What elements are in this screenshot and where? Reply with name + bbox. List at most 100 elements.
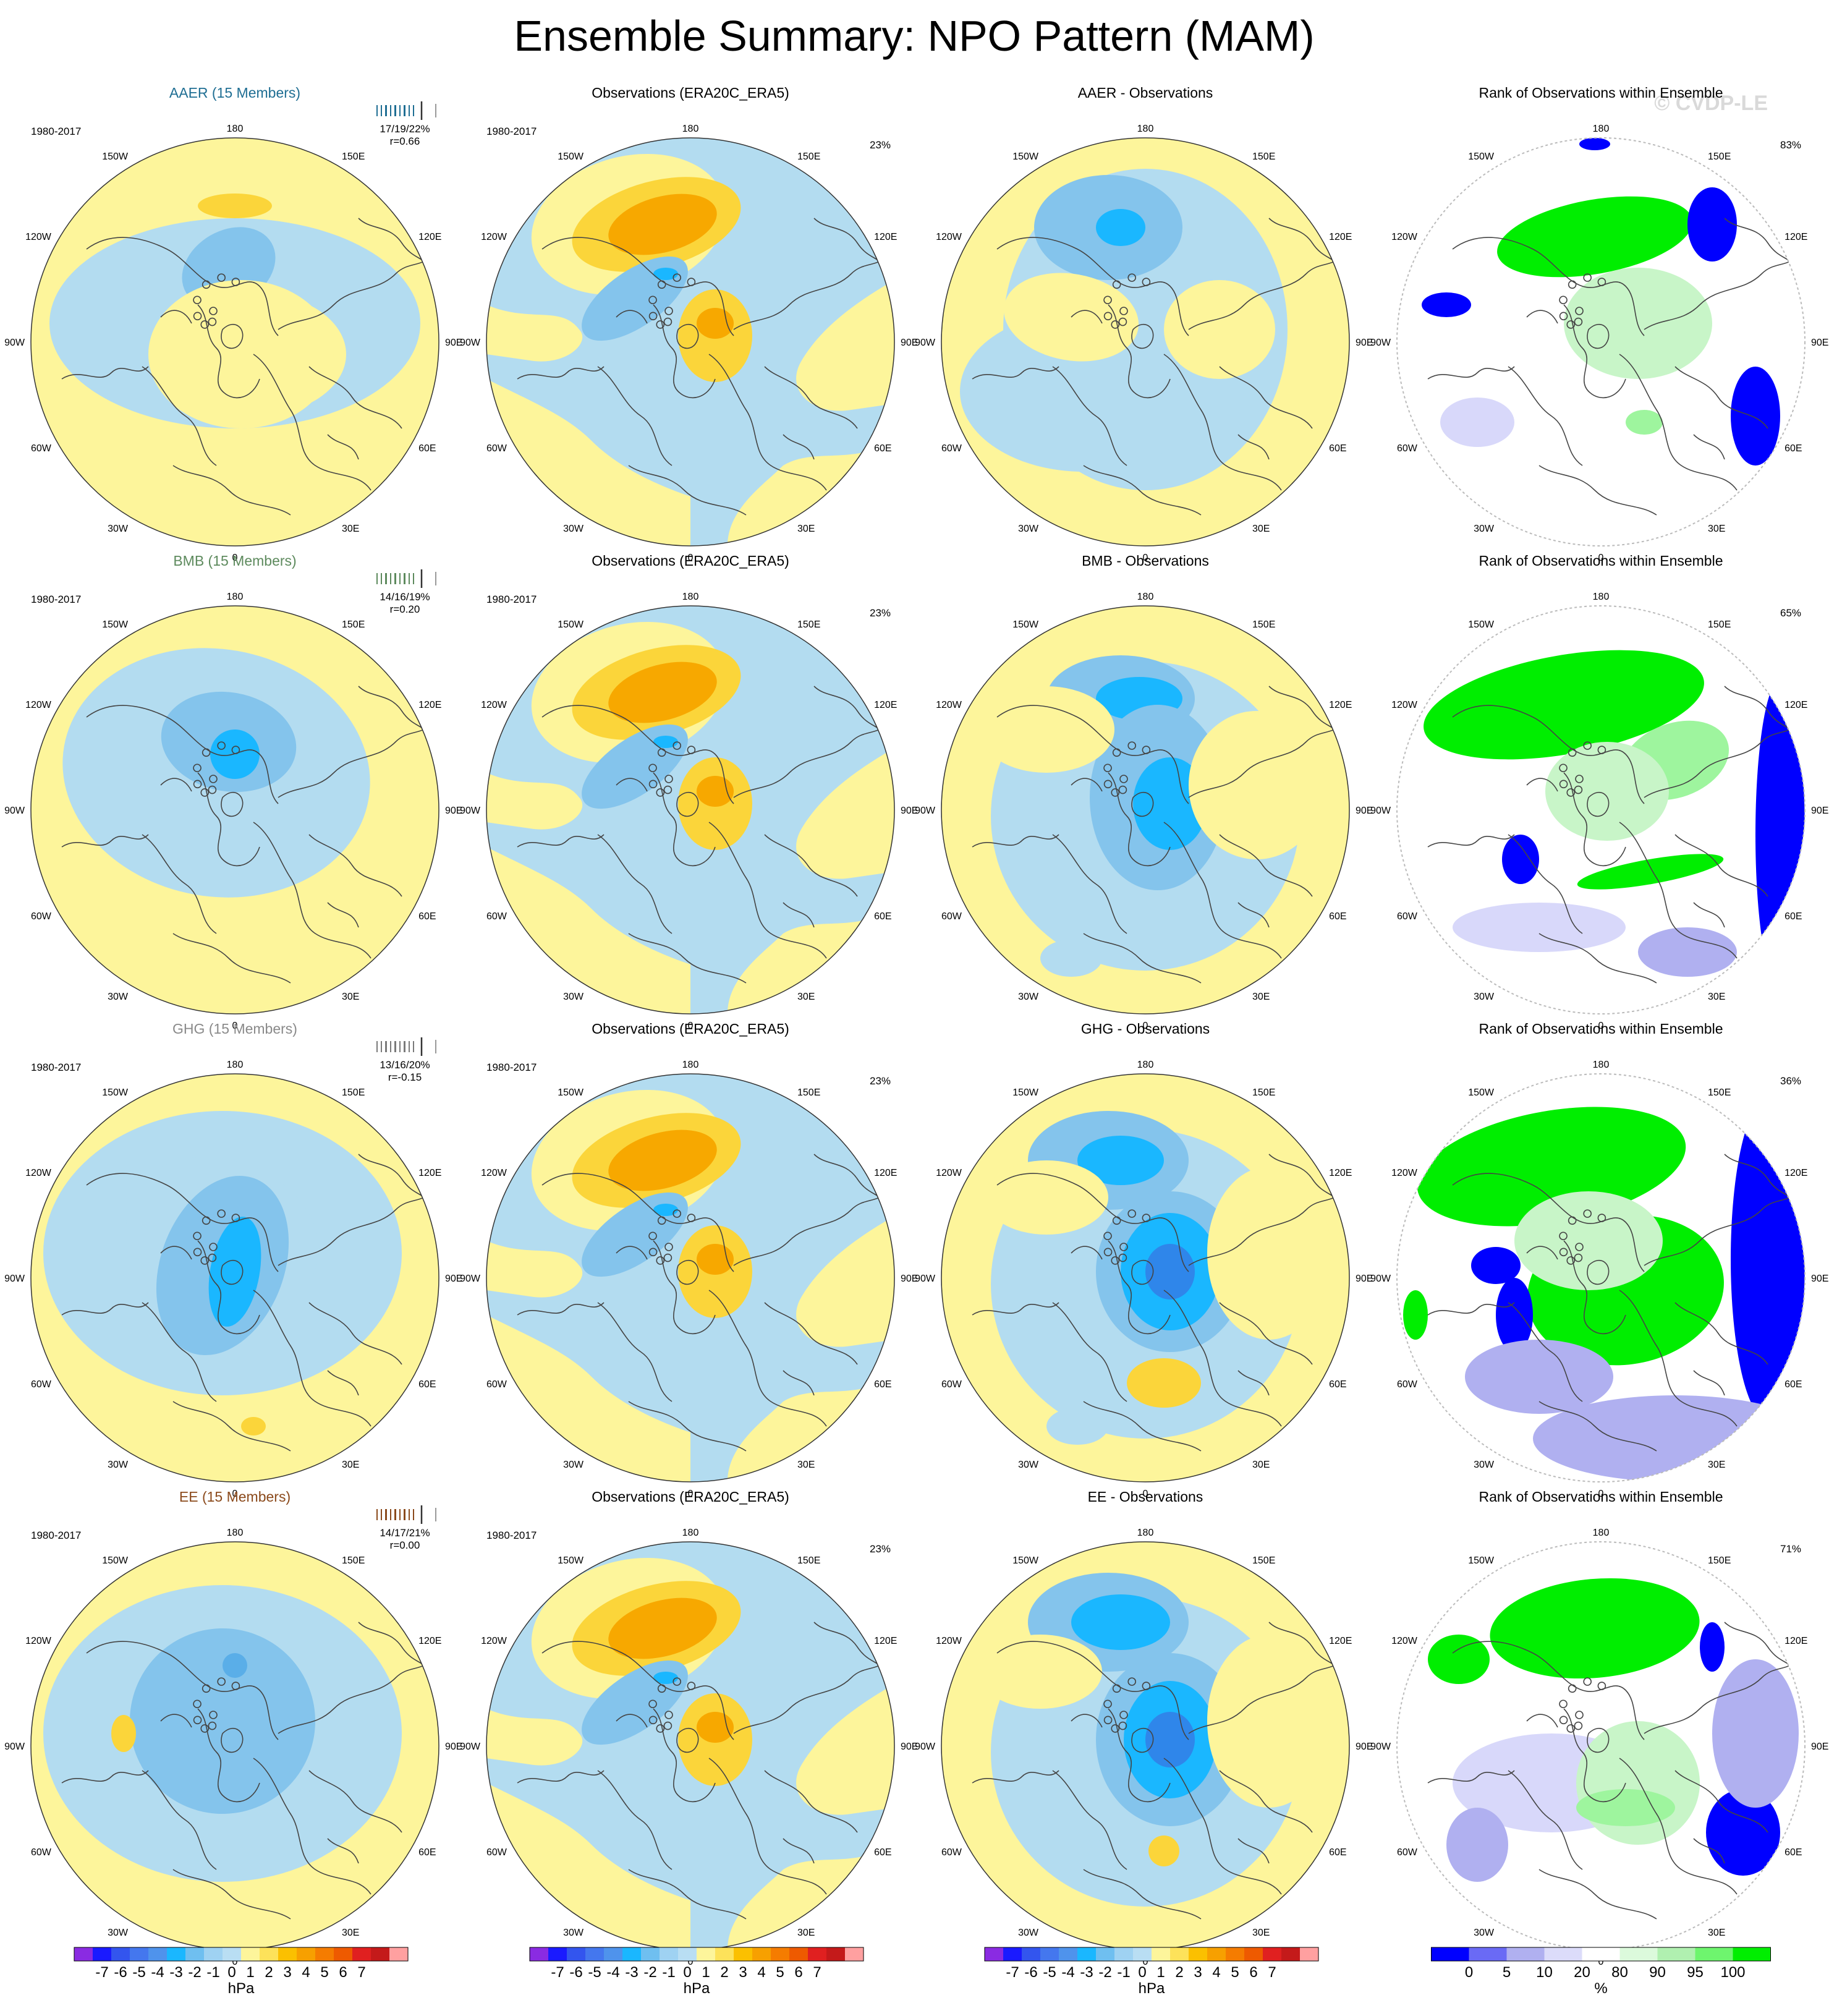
island (1559, 1716, 1568, 1725)
island (193, 763, 202, 773)
coastline (972, 834, 1059, 848)
colorbar-swatch (1189, 1947, 1207, 1961)
colorbar-swatch (548, 1947, 567, 1961)
island (1566, 1724, 1576, 1733)
correlation-label: r=0.20 (390, 603, 420, 615)
longitude-label: 60E (1329, 1379, 1346, 1390)
coastline (517, 366, 605, 380)
colorbar-swatch (845, 1947, 864, 1961)
map-boundary (30, 1073, 439, 1482)
longitude-label: 60E (1784, 443, 1802, 454)
coastline (1131, 324, 1154, 349)
coastline (1563, 304, 1626, 399)
colorbar-frame (1431, 1947, 1771, 1962)
colorbar-swatch (93, 1947, 111, 1961)
island (1568, 1216, 1577, 1225)
island (687, 746, 696, 754)
colorbar-tick-label: 5 (1231, 1964, 1239, 1981)
contour-blob (1189, 711, 1325, 859)
longitude-label: 150E (1708, 1087, 1731, 1098)
watermark: © CVDP-LE (1654, 91, 1768, 115)
colorbar-unit: % (1594, 1980, 1607, 1997)
longitude-label: 0 (1598, 1489, 1604, 1499)
island (231, 1214, 240, 1222)
longitude-label: 90W (460, 1742, 481, 1752)
longitude-label: 180 (1137, 124, 1154, 134)
contour-blob (1422, 292, 1471, 317)
colorbar-swatch (1544, 1947, 1582, 1961)
coastline (764, 1770, 858, 1833)
contour-blob (1496, 1278, 1533, 1352)
coastline (1644, 1659, 1799, 1734)
longitude-label: 120E (874, 232, 897, 242)
coastline (733, 723, 889, 798)
coastline (1587, 324, 1610, 349)
coastline (1674, 1302, 1768, 1365)
longitude-label: 60W (31, 443, 52, 454)
island (209, 775, 218, 783)
longitude-label: 90E (901, 338, 918, 348)
island (1103, 312, 1113, 321)
island (1568, 1684, 1577, 1693)
coastlines (61, 218, 433, 516)
longitude-label: 90E (1356, 338, 1373, 348)
coastline (1538, 1401, 1657, 1452)
longitude-label: 150W (1012, 1555, 1039, 1566)
coastline (61, 1770, 149, 1784)
coastline (1644, 1191, 1799, 1266)
coastline (1674, 1770, 1768, 1833)
coastlines (61, 1154, 433, 1452)
island (202, 748, 211, 757)
colorbar-swatch (297, 1947, 315, 1961)
coastline (1427, 834, 1515, 848)
longitude-label: 60E (874, 1847, 891, 1858)
longitude-label: 30W (1018, 1928, 1039, 1938)
coastline (1108, 772, 1171, 867)
coastline (221, 1728, 244, 1753)
coastline (1427, 366, 1515, 380)
island (200, 320, 210, 329)
coastline (597, 366, 673, 466)
colorbar-tick-label: 0 (1465, 1964, 1473, 1981)
contour-blob (1577, 854, 1724, 890)
longitude-label: 150E (1252, 619, 1275, 630)
colorbar-tick-label: 6 (339, 1964, 347, 1981)
coastline (676, 1260, 699, 1285)
island (656, 1256, 665, 1265)
coastline (1083, 933, 1202, 984)
longitude-label: 180 (1137, 1060, 1154, 1070)
longitude-label: 0 (1143, 553, 1148, 563)
longitude-label: 120W (25, 1168, 52, 1178)
contour-blob (1731, 1099, 1805, 1420)
longitude-label: 90E (1811, 806, 1828, 816)
contour-blob (1071, 1594, 1170, 1650)
contour-blob (960, 311, 1207, 472)
map-boundary (941, 1073, 1350, 1482)
colorbar-swatch (111, 1947, 130, 1961)
island (687, 278, 696, 286)
map-field (486, 1074, 894, 1482)
longitude-label: 90W (915, 806, 936, 816)
island (209, 307, 218, 315)
coastline (783, 1370, 815, 1396)
longitude-label: 90W (4, 1274, 25, 1284)
colorbar-swatch (352, 1947, 371, 1961)
coastline (221, 792, 244, 817)
variance-label: 65% (1780, 607, 1801, 619)
variance-label: 36% (1780, 1075, 1801, 1087)
coastline (517, 1302, 605, 1316)
map-field (486, 606, 894, 1014)
island (1112, 748, 1121, 757)
member-ticks (376, 105, 414, 116)
longitude-label: 90W (1370, 806, 1391, 816)
coastline (1188, 723, 1344, 798)
coastline (1538, 1869, 1657, 1920)
longitude-label: 150W (1012, 151, 1039, 162)
contour-blob (985, 1160, 1108, 1235)
longitude-label: 0 (688, 553, 694, 563)
map-field (1397, 1074, 1805, 1482)
coastline (517, 1770, 605, 1784)
colorbar-tick-label: -7 (551, 1964, 564, 1981)
coastline (1427, 1302, 1515, 1316)
